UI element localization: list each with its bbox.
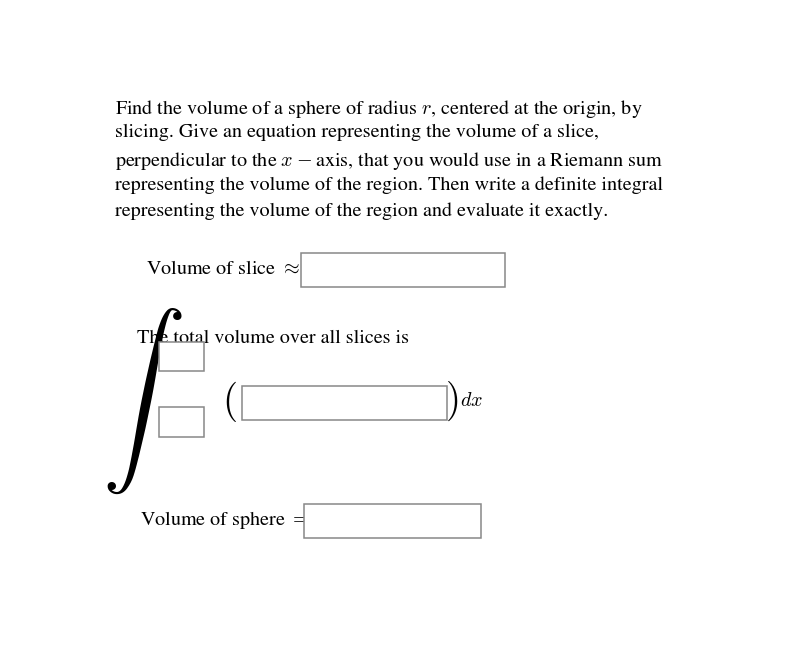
Bar: [301, 253, 506, 287]
Text: representing the volume of the region. Then write a definite integral: representing the volume of the region. T…: [115, 176, 663, 194]
Text: Volume of slice $\approx$: Volume of slice $\approx$: [146, 260, 300, 277]
Text: representing the volume of the region and evaluate it exactly.: representing the volume of the region an…: [115, 202, 609, 220]
Text: perpendicular to the $x-$axis, that you would use in a Riemann sum: perpendicular to the $x-$axis, that you …: [115, 150, 664, 173]
Bar: [159, 342, 204, 371]
Text: The total volume over all slices is: The total volume over all slices is: [137, 330, 409, 348]
Text: $($: $($: [222, 379, 237, 424]
Bar: [242, 386, 447, 420]
Text: $dx$: $dx$: [460, 393, 483, 410]
Text: $\int$: $\int$: [101, 307, 182, 496]
Bar: [159, 408, 204, 437]
Bar: [304, 504, 481, 538]
Text: slicing. Give an equation representing the volume of a slice,: slicing. Give an equation representing t…: [115, 124, 599, 141]
Text: Find the volume of a sphere of radius $r$, centered at the origin, by: Find the volume of a sphere of radius $r…: [115, 98, 643, 120]
Text: $)$: $)$: [445, 380, 458, 423]
Text: Volume of sphere $=$: Volume of sphere $=$: [140, 509, 309, 531]
